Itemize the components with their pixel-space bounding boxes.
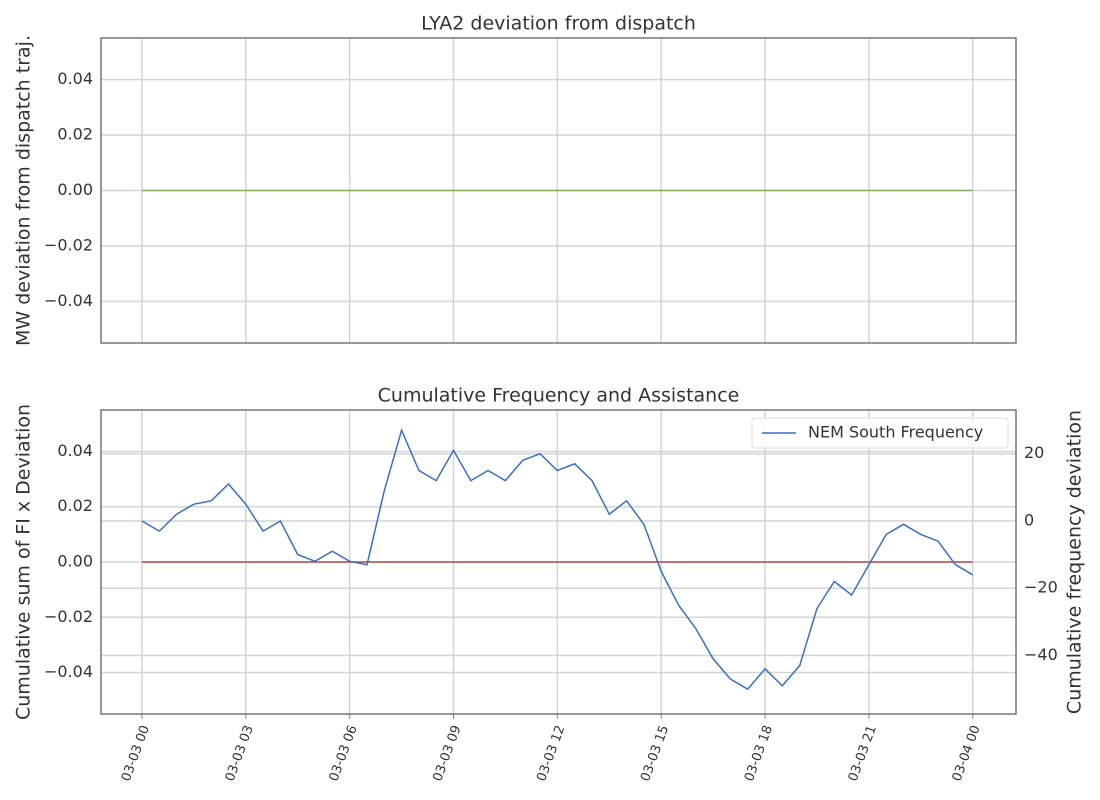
x-tick-label: 03-03 12 [534,723,568,783]
x-tick-label: 03-03 09 [430,723,464,783]
plot-frame [100,409,1017,715]
y-tick-label: −0.04 [44,662,93,681]
chart-title: Cumulative Frequency and Assistance [378,385,740,407]
x-tick-label: 03-03 18 [742,723,776,783]
y2-tick-label: −40 [1024,645,1058,664]
x-tick-label: 03-03 15 [638,723,672,783]
y-tick-label: 0.04 [57,69,93,88]
y-tick-label: −0.04 [44,291,93,310]
y2-tick-label: −20 [1024,578,1058,597]
series-line [141,427,974,691]
y-tick-label: −0.02 [44,607,93,626]
y-tick-label: 0.02 [57,496,93,515]
y2-tick-label: 0 [1024,510,1034,529]
x-tick-label: 03-04 00 [950,723,984,783]
y-tick-label: 0.02 [57,125,93,144]
legend-label: NEM South Frequency [808,423,983,442]
x-tick-label: 03-03 21 [846,723,880,783]
y-tick-label: 0.04 [57,441,93,460]
y-axis-label: Cumulative sum of FI x Deviation [13,404,35,720]
legend-box [751,417,1009,449]
x-tick-label: 03-03 06 [327,723,361,783]
y-tick-label: 0.00 [57,180,93,199]
y2-tick-label: 20 [1024,443,1044,462]
x-tick-label: 03-03 00 [119,723,153,783]
plot-frame [100,37,1017,344]
x-tick-label: 03-03 03 [223,723,257,783]
y-tick-label: −0.02 [44,235,93,254]
chart-title: LYA2 deviation from dispatch [421,13,696,35]
y-tick-label: 0.00 [57,552,93,571]
y-axis-label: MW deviation from dispatch traj. [13,35,35,346]
y2-axis-label: Cumulative frequency deviation [1064,410,1086,714]
